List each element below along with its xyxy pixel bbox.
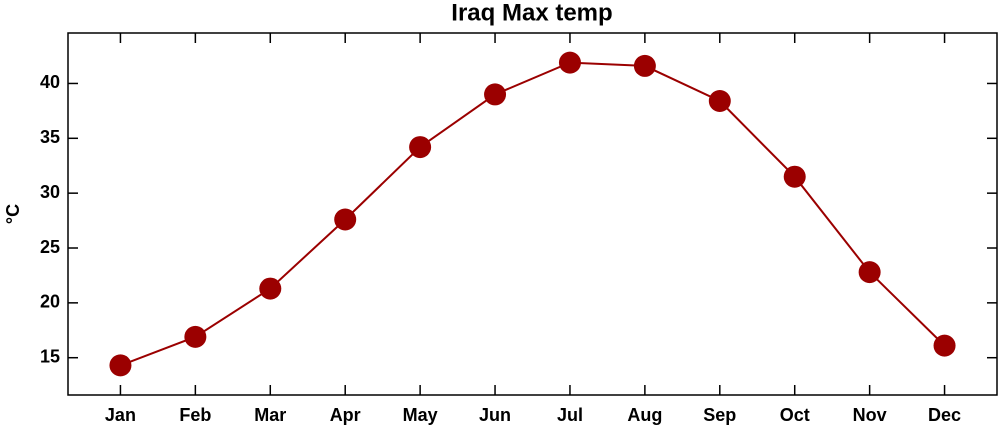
y-tick-label: 35 <box>40 127 60 147</box>
x-tick-label: Aug <box>627 405 662 425</box>
x-tick-label: Apr <box>330 405 361 425</box>
x-tick-label: Oct <box>780 405 810 425</box>
marker <box>933 334 956 357</box>
y-tick-label: 25 <box>40 237 60 257</box>
x-tick-label: Nov <box>853 405 887 425</box>
x-tick-label: Dec <box>928 405 961 425</box>
marker <box>184 325 207 348</box>
x-tick-label: Feb <box>179 405 211 425</box>
marker <box>708 90 731 113</box>
y-tick-label: 15 <box>40 346 60 366</box>
marker <box>334 208 357 231</box>
x-tick-label: Jul <box>557 405 583 425</box>
marker <box>858 261 881 284</box>
y-tick-label: 40 <box>40 72 60 92</box>
y-tick-label: 30 <box>40 182 60 202</box>
x-tick-label: Jan <box>105 405 136 425</box>
marker <box>783 165 806 188</box>
marker <box>259 277 282 300</box>
marker <box>558 51 581 74</box>
x-tick-label: Jun <box>479 405 511 425</box>
x-tick-label: Mar <box>254 405 286 425</box>
plot-frame <box>67 32 998 396</box>
marker <box>109 354 132 377</box>
marker <box>633 54 656 77</box>
x-tick-label: Sep <box>703 405 736 425</box>
line <box>120 61 946 367</box>
marker <box>409 136 432 159</box>
chart-title: Iraq Max temp <box>451 0 612 26</box>
marker <box>484 83 507 106</box>
x-tick-label: May <box>403 405 438 425</box>
y-tick-label: 20 <box>40 292 60 312</box>
y-axis-label: °C <box>3 204 23 224</box>
